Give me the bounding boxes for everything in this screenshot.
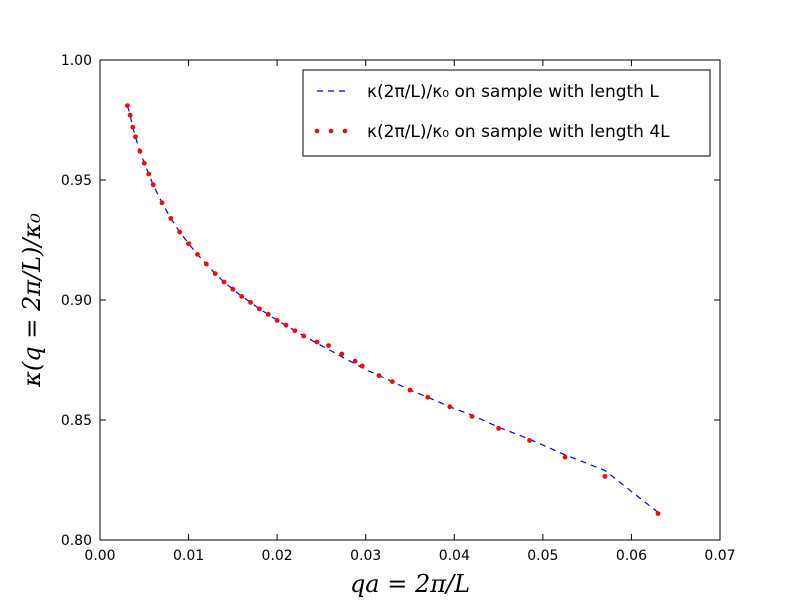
- legend-dot-sample-2: [328, 128, 334, 134]
- data-point-4L: [177, 229, 183, 235]
- x-axis-label: qa = 2π/L: [350, 570, 470, 598]
- data-point-4L: [186, 241, 191, 247]
- data-point-4L: [130, 124, 136, 130]
- data-point-4L: [265, 312, 271, 317]
- series-layer: [125, 103, 661, 516]
- legend: κ(2π/L)/κ₀ on sample with length L κ(2π/…: [302, 69, 711, 157]
- data-point-4L: [159, 200, 165, 206]
- x-tick-label: 0.03: [350, 548, 381, 564]
- x-tick-label: 0.04: [439, 548, 470, 564]
- data-point-4L: [425, 394, 431, 400]
- data-point-4L: [352, 358, 358, 364]
- data-point-4L: [339, 351, 345, 357]
- y-tick-label: 0.85: [61, 413, 92, 429]
- data-point-4L: [127, 112, 133, 118]
- data-point-4L: [274, 318, 280, 323]
- data-point-4L: [602, 474, 608, 479]
- x-tick-label: 0.06: [616, 548, 647, 564]
- data-point-4L: [146, 171, 152, 177]
- ticks: 0.00 0.01 0.02 0.03 0.04 0.05 0.06 0.07 0.80 0.85…: [61, 53, 736, 564]
- y-tick-label: 1.00: [61, 53, 92, 69]
- data-point-4L: [203, 261, 209, 267]
- legend-dot-sample-3: [342, 128, 348, 134]
- legend-box: [302, 69, 711, 157]
- data-point-4L: [655, 511, 661, 516]
- data-point-4L: [150, 182, 156, 188]
- x-tick-label: 0.00: [84, 548, 115, 564]
- data-point-4L: [376, 373, 382, 378]
- data-point-4L: [248, 300, 253, 305]
- data-point-4L: [137, 148, 143, 154]
- data-point-4L: [359, 363, 365, 369]
- x-tick-label: 0.02: [262, 548, 293, 564]
- data-point-4L: [221, 279, 227, 285]
- data-point-4L: [133, 134, 138, 140]
- data-point-4L: [447, 404, 453, 410]
- legend-label-series-1: κ(2π/L)/κ₀ on sample with length L: [367, 82, 659, 102]
- data-point-4L: [389, 379, 395, 384]
- legend-label-series-2: κ(2π/L)/κ₀ on sample with length 4L: [367, 122, 670, 142]
- data-point-4L: [212, 271, 218, 276]
- data-point-4L: [230, 286, 236, 292]
- data-point-4L: [496, 426, 501, 431]
- data-point-4L: [168, 216, 174, 221]
- y-axis-label: κ(q = 2π/L)/κ₀: [18, 213, 46, 388]
- data-point-4L: [239, 294, 245, 299]
- x-tick-label: 0.05: [527, 548, 558, 564]
- y-tick-label: 0.95: [61, 173, 92, 189]
- data-point-4L: [314, 339, 320, 345]
- data-point-4L: [257, 306, 262, 312]
- data-point-4L: [292, 328, 298, 334]
- data-point-4L: [562, 454, 568, 460]
- x-tick-label: 0.07: [704, 548, 735, 564]
- data-point-4L: [141, 160, 147, 166]
- x-tick-label: 0.01: [173, 548, 204, 564]
- data-point-4L: [469, 414, 475, 419]
- data-point-4L: [527, 438, 532, 443]
- data-point-4L: [125, 103, 130, 108]
- y-tick-label: 0.90: [61, 293, 92, 309]
- data-point-4L: [326, 343, 331, 348]
- legend-dot-sample-1: [314, 128, 320, 134]
- data-point-4L: [283, 322, 289, 328]
- data-point-4L: [407, 387, 413, 393]
- data-point-4L: [301, 333, 307, 339]
- y-tick-label: 0.80: [61, 533, 92, 549]
- data-point-4L: [195, 252, 200, 257]
